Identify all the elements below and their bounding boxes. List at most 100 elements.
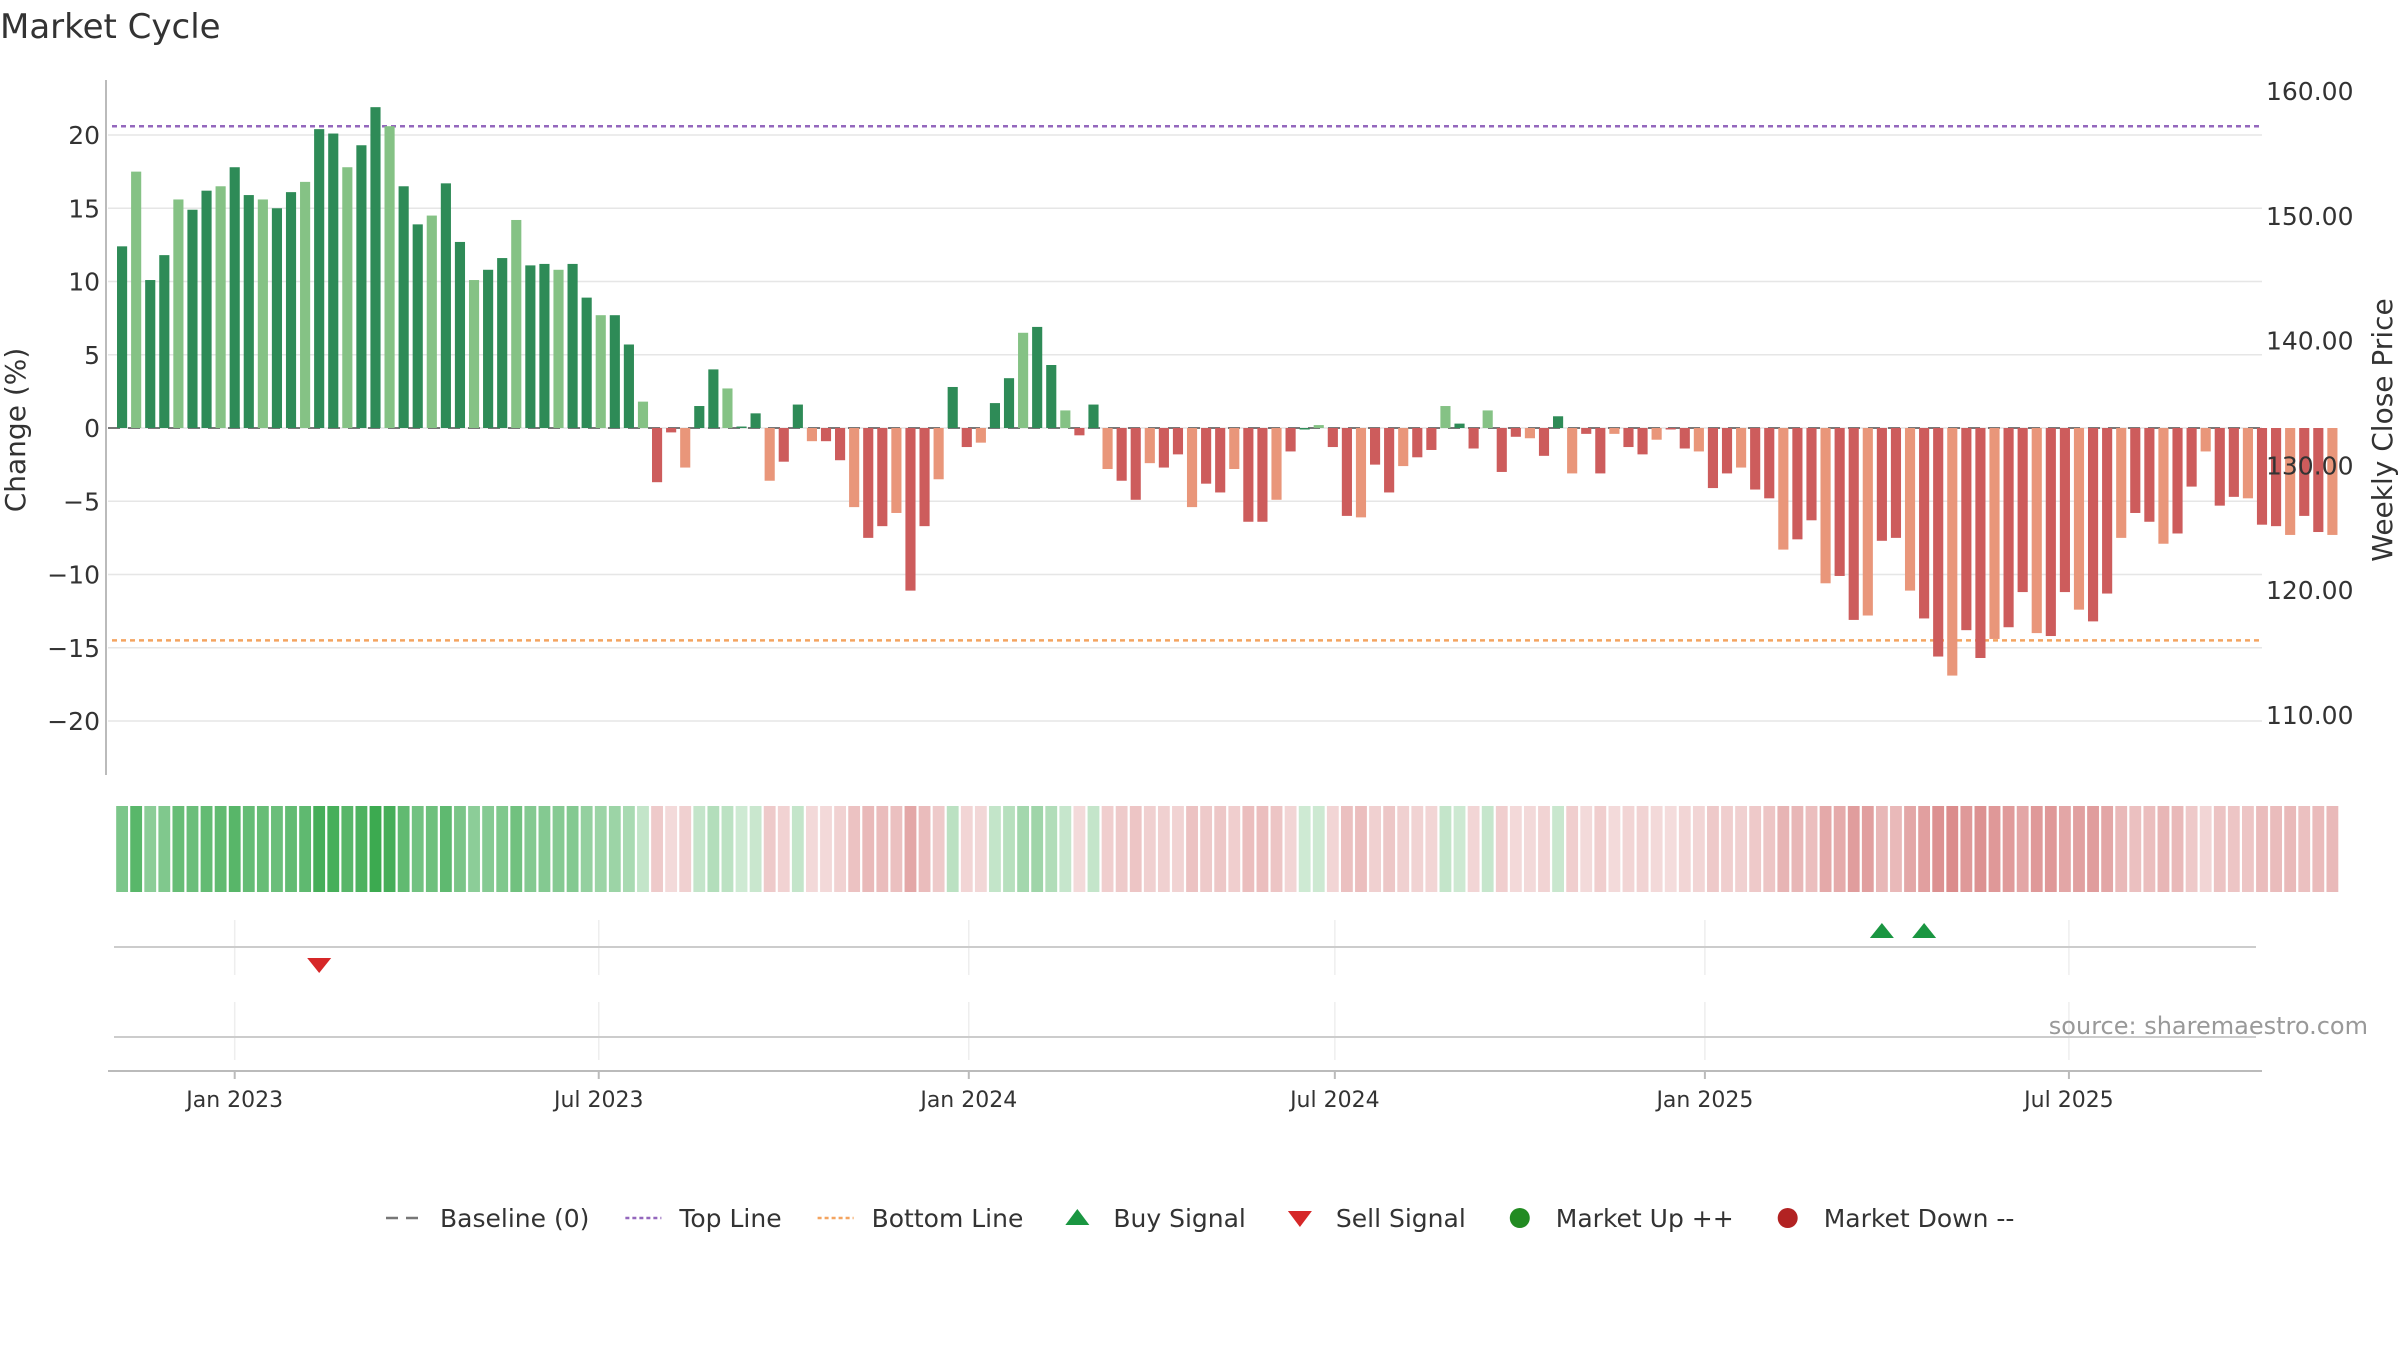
heat-cell <box>2326 806 2339 892</box>
change-bars <box>117 107 2338 676</box>
y-left-tick-label: −10 <box>47 561 100 590</box>
bar <box>2242 428 2253 499</box>
heat-cell <box>2101 806 2114 892</box>
heat-cell <box>1538 806 1550 892</box>
bar <box>567 263 578 428</box>
bar <box>145 280 156 428</box>
y-right-tick-label: 120.00 <box>2266 576 2353 605</box>
bar <box>1553 416 1564 428</box>
bar <box>2228 428 2239 497</box>
bar <box>2271 428 2282 527</box>
bar <box>2130 428 2141 513</box>
heat-cell <box>242 806 255 892</box>
bar <box>1623 428 1634 448</box>
bar <box>1088 404 1099 428</box>
heat-cell <box>820 806 832 892</box>
bar <box>1201 428 1212 484</box>
bar <box>651 428 663 483</box>
heat-cell <box>2284 806 2297 892</box>
bar <box>2059 428 2070 593</box>
heat-cell <box>1101 806 1114 892</box>
heat-cell <box>1847 806 1860 892</box>
bar <box>173 199 184 428</box>
heat-cell <box>2030 806 2043 892</box>
heat-cell <box>594 806 607 892</box>
heat-cell <box>2298 806 2311 892</box>
heat-cell <box>918 806 931 892</box>
bar <box>1496 428 1507 472</box>
legend-label: Buy Signal <box>1113 1204 1246 1233</box>
heat-cell <box>552 806 565 892</box>
heat-cell <box>341 806 354 892</box>
bar <box>1904 428 1916 591</box>
bar <box>525 265 536 428</box>
heat-cell <box>806 806 818 892</box>
bar <box>2214 428 2225 506</box>
heat-cell <box>256 806 269 892</box>
bar <box>117 246 128 428</box>
bar <box>398 186 409 428</box>
bar <box>2186 428 2197 487</box>
bar <box>778 428 789 462</box>
heat-cell <box>1425 806 1438 892</box>
bar <box>1186 428 1198 508</box>
y-left-tick-label: 10 <box>68 268 100 297</box>
x-tick-label: Jan 2024 <box>918 1088 1017 1113</box>
bar <box>1736 428 1747 468</box>
heat-cell <box>2171 806 2184 892</box>
bar <box>2299 428 2310 516</box>
y-left-tick-label: −20 <box>47 707 100 736</box>
bar <box>1721 428 1733 474</box>
heat-cell <box>411 806 424 892</box>
bar <box>2087 428 2099 622</box>
bar <box>1074 428 1085 436</box>
y-left-tick-label: −5 <box>63 487 100 516</box>
heat-cell <box>834 806 846 892</box>
bar <box>539 263 550 428</box>
bar <box>1060 410 1071 428</box>
bar <box>1468 428 1479 449</box>
bar <box>1707 428 1719 489</box>
heat-cell <box>1875 806 1888 892</box>
heat-cell <box>2312 806 2325 892</box>
bar <box>1637 428 1648 455</box>
heat-cell <box>355 806 368 892</box>
heat-cell <box>1495 806 1508 892</box>
y-right-tick-label: 160.00 <box>2266 77 2353 106</box>
heat-cell <box>271 806 283 892</box>
bar <box>736 426 747 429</box>
bar <box>342 167 353 429</box>
bar <box>1538 428 1550 456</box>
bar <box>1567 428 1578 474</box>
bar <box>975 428 986 443</box>
chart-title: Market Cycle <box>0 7 221 47</box>
legend-label: Baseline (0) <box>440 1204 589 1233</box>
bar <box>2327 428 2338 535</box>
bar <box>835 428 846 461</box>
heat-cell <box>777 806 790 892</box>
heat-cell <box>904 806 917 892</box>
bar <box>694 406 705 428</box>
heat-cell <box>524 806 537 892</box>
bar <box>215 186 226 428</box>
heat-cell <box>763 806 776 892</box>
heat-cell <box>693 806 706 892</box>
heat-cell <box>1439 806 1452 892</box>
heat-cell <box>876 806 889 892</box>
buy-signal-marker <box>1869 923 1894 938</box>
heat-cell <box>960 806 973 892</box>
bar <box>1651 428 1662 440</box>
x-tick-label: Jul 2024 <box>1288 1088 1380 1113</box>
bar <box>1933 428 1944 657</box>
bar <box>229 167 240 429</box>
heat-cell <box>2143 806 2156 892</box>
heat-cell <box>707 806 720 892</box>
bar <box>905 428 916 591</box>
heat-cell <box>454 806 466 892</box>
legend-label: Market Down -- <box>1824 1204 2015 1233</box>
reference-lines <box>108 124 2262 642</box>
bar <box>1806 428 1817 521</box>
heat-cell <box>1411 806 1424 892</box>
